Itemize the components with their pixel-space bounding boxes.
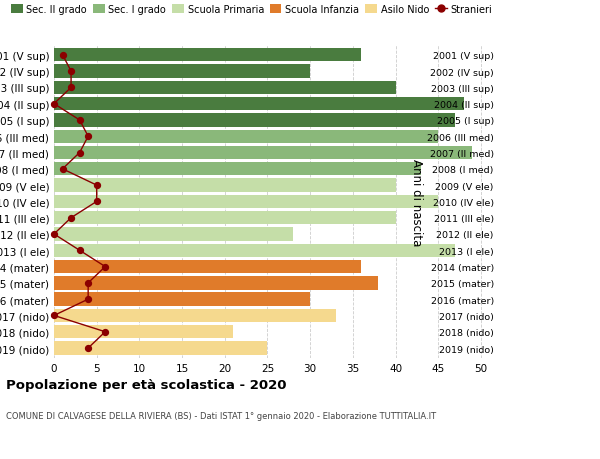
Point (83, 280, 93, 287)
Point (92, 198, 101, 206)
Bar (54, 179, 395, 192)
Point (75, 117, 85, 124)
Point (58, 166, 67, 173)
Point (83, 133, 93, 140)
Bar (54, 293, 310, 306)
Bar (54, 325, 233, 339)
Bar (54, 195, 438, 209)
Point (100, 263, 110, 271)
Bar (54, 146, 472, 160)
Legend: Sec. II grado, Sec. I grado, Scuola Primaria, Scuola Infanzia, Asilo Nido, Stran: Sec. II grado, Sec. I grado, Scuola Prim… (11, 5, 492, 15)
Bar (54, 82, 395, 95)
Point (66, 214, 76, 222)
Point (49, 101, 59, 108)
Bar (54, 114, 455, 127)
Bar (54, 309, 336, 322)
Bar (54, 212, 395, 225)
Point (83, 345, 93, 352)
Point (58, 52, 67, 59)
Bar (54, 130, 438, 144)
Bar (54, 163, 421, 176)
Y-axis label: Anni di nascita: Anni di nascita (410, 158, 423, 246)
Point (75, 247, 85, 254)
Bar (54, 65, 310, 78)
Point (92, 182, 101, 190)
Point (66, 68, 76, 76)
Text: COMUNE DI CALVAGESE DELLA RIVIERA (BS) - Dati ISTAT 1° gennaio 2020 - Elaborazio: COMUNE DI CALVAGESE DELLA RIVIERA (BS) -… (6, 411, 436, 420)
Bar (54, 244, 455, 257)
Bar (54, 49, 361, 62)
Bar (54, 228, 293, 241)
Point (75, 150, 85, 157)
Bar (54, 98, 464, 111)
Bar (54, 277, 379, 290)
Point (83, 296, 93, 303)
Point (49, 312, 59, 319)
Point (49, 231, 59, 238)
Bar (54, 341, 268, 355)
Text: Popolazione per età scolastica - 2020: Popolazione per età scolastica - 2020 (6, 379, 287, 392)
Bar (54, 260, 361, 274)
Point (66, 84, 76, 92)
Point (100, 328, 110, 336)
